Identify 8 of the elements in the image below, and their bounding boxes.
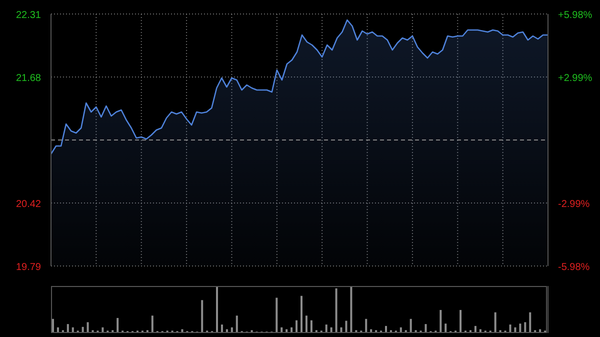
y-tick-label: 22.31 [16, 10, 42, 21]
y-tick-label: 21.68 [16, 73, 42, 84]
y2-tick-label: +5.98% [558, 10, 592, 21]
y2-tick-label: -2.99% [558, 199, 590, 210]
y2-tick-label: -5.98% [558, 262, 590, 273]
y2-tick-label: +2.99% [558, 73, 592, 84]
y-tick-label: 20.42 [16, 199, 42, 210]
y-tick-label: 19.79 [16, 262, 42, 273]
